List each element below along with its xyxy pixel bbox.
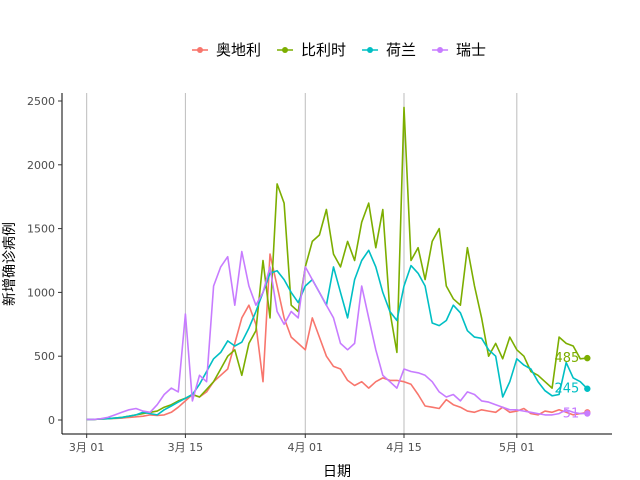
x-tick-label: 5月 01 <box>499 441 535 454</box>
series-end-point <box>584 385 591 392</box>
x-tick-label: 3月 15 <box>168 441 204 454</box>
legend-key-point <box>437 47 444 53</box>
x-tick-label: 4月 01 <box>288 441 324 454</box>
y-tick-label: 1500 <box>27 223 55 236</box>
x-gridlines <box>86 93 518 434</box>
series-end-label: 245 <box>554 382 579 397</box>
series-line <box>86 106 588 421</box>
y-tick-label: 2500 <box>27 95 55 108</box>
legend-label: 荷兰 <box>386 41 416 59</box>
x-axis-title: 日期 <box>323 464 351 480</box>
series-end-point <box>584 354 591 362</box>
series-line <box>86 249 588 421</box>
y-tick-label: 1000 <box>27 286 55 299</box>
legend-key-point <box>367 47 374 53</box>
end-labels: 485 245 51 <box>554 351 579 421</box>
x-tick-label: 4月 15 <box>386 441 422 454</box>
series-line <box>86 250 588 421</box>
y-tick-label: 0 <box>48 414 55 427</box>
legend-label: 瑞士 <box>456 41 486 59</box>
y-axis-title: 新增确诊病例 <box>2 222 18 306</box>
legend: 奥地利 比利时 荷兰 瑞士 <box>192 41 486 59</box>
legend-key-point <box>197 47 203 53</box>
legend-label: 奥地利 <box>216 41 261 59</box>
series-end-label: 51 <box>563 406 580 421</box>
legend-label: 比利时 <box>301 41 346 59</box>
series-layer <box>86 106 591 421</box>
x-tick-label: 3月 01 <box>69 441 105 454</box>
axes: 0 500 1000 1500 2000 2500 3月 01 3月 15 4月 01 4月 15… <box>27 93 612 454</box>
y-tick-label: 2000 <box>27 159 55 172</box>
legend-key-point <box>282 47 289 53</box>
series-end-point <box>584 410 591 417</box>
series-end-label: 485 <box>554 351 579 366</box>
y-tick-label: 500 <box>34 350 55 363</box>
